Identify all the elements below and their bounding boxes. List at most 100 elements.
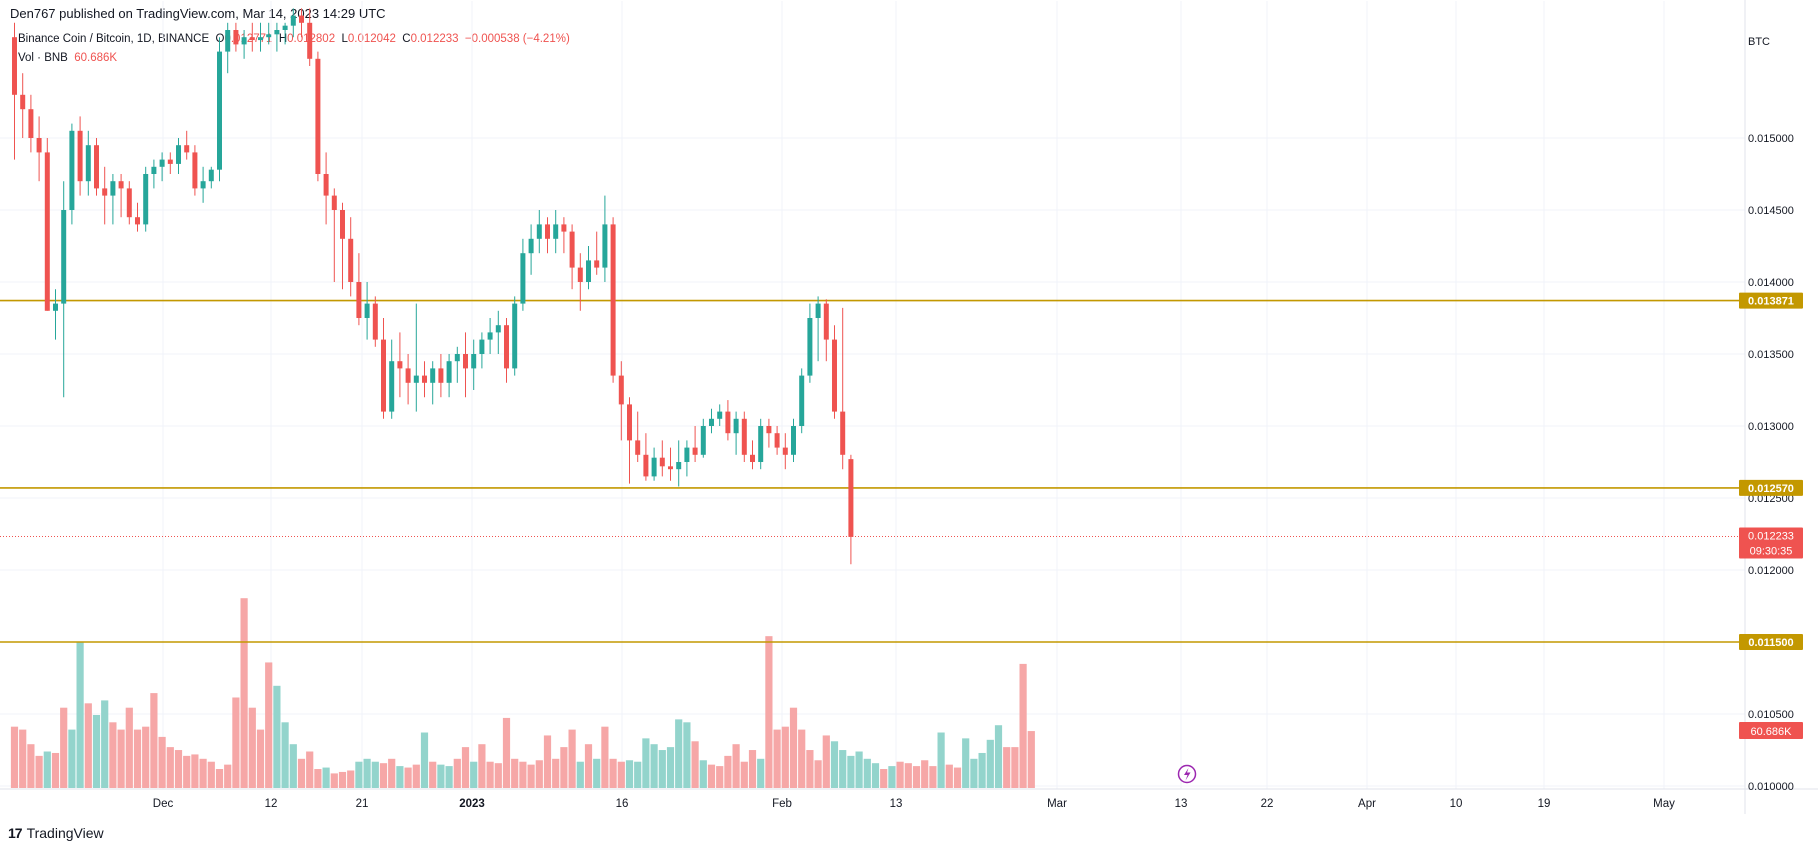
candle-body [405,368,411,383]
candle-body [586,260,591,282]
candle-body [545,224,550,239]
volume-bar [863,758,871,788]
candle [643,433,649,481]
candle-body [799,375,805,426]
candle [471,339,477,390]
volume-bar [183,755,191,788]
volume-bar [297,758,306,788]
time-tick-label: 13 [890,798,903,810]
volume-bar [617,761,625,788]
candle [340,202,345,290]
candle-body [454,354,460,362]
candle-body [463,354,468,369]
candle [536,210,542,254]
volume-bar [60,707,68,788]
candle-body [282,25,288,30]
volume-bar [798,729,806,788]
candle-body [504,325,509,369]
volume-bar [806,750,814,788]
time-tick-label: Mar [1047,798,1067,810]
volume-bar [1003,747,1011,788]
candle-body [200,181,206,189]
volume-bar [921,760,929,788]
volume-bar [683,722,691,788]
candle [487,318,493,354]
candle [356,253,362,326]
candle [323,152,329,225]
published-caption: Den767 published on TradingView.com, Mar… [10,6,386,21]
symbol-title: Binance Coin / Bitcoin, 1D, BINANCE [18,33,210,45]
volume-bar [68,729,76,788]
candle [725,400,731,441]
price-tick-label: 0.013500 [1748,349,1794,361]
close-label: C [402,33,411,45]
candle-body [733,418,739,434]
candle-body [725,411,731,434]
volume-bar [855,751,863,788]
volume-bar [10,726,19,788]
volume-bar [707,764,716,788]
volume-bar [978,752,986,788]
volume-bar [191,754,199,788]
time-tick-label: 21 [356,798,369,810]
volume-bar [478,744,486,788]
volume-bar [133,729,142,788]
candle [438,354,444,398]
candle-body [28,109,34,138]
volume-bar [716,766,724,788]
time-tick-label: 19 [1538,798,1551,810]
candle-body [561,224,567,232]
volume-bar [322,767,330,788]
candle-body [512,303,518,369]
level-price-label: 0.012570 [1748,483,1794,495]
volume-bar [27,744,35,788]
open-value: 0.012771 [224,33,273,45]
candle [28,94,34,153]
volume-legend: Vol · BNB 60.686K [18,52,117,64]
candle [791,418,796,462]
volume-bar [396,766,404,788]
volume-bar [937,732,945,788]
candle-body [832,339,837,412]
candle-body [659,457,665,467]
candle [774,426,780,455]
candle [840,307,846,470]
candle [692,426,698,462]
lightning-bolt-icon [1184,768,1191,781]
candle [430,361,436,405]
volume-bar [117,729,125,788]
price-tick-label: 0.014500 [1748,205,1794,217]
candle [709,408,714,434]
candle [331,188,337,282]
volume-bar [166,747,174,788]
volume-bar [486,761,494,788]
volume-bar [445,766,453,788]
level-price-badge [1739,292,1803,309]
change-value: −0.000538 (−4.21%) [464,33,570,45]
candle [61,181,67,398]
candle-body [315,58,321,174]
candle-body [94,145,99,189]
candle-body [479,339,485,354]
volume-bar [158,736,166,788]
volume-bar [273,685,281,788]
volume-bar [84,703,92,788]
volume-bar [461,747,470,788]
time-tick-label: May [1653,798,1675,810]
volume-bar [970,758,978,788]
time-tick-label: 10 [1450,798,1463,810]
price-tick-label: 0.010500 [1748,709,1794,721]
time-tick-label: 12 [265,798,278,810]
candle-body [700,426,706,455]
candle [741,411,747,462]
volume-bar [552,758,560,788]
volume-bar [584,744,593,788]
lightning-event-circle [1177,764,1197,784]
candle [766,418,772,448]
last-price-badge [1739,527,1803,559]
volume-bar [675,719,683,788]
candle [12,22,17,160]
volume-bar [888,766,896,788]
lightning-event-icon[interactable] [1177,764,1197,784]
